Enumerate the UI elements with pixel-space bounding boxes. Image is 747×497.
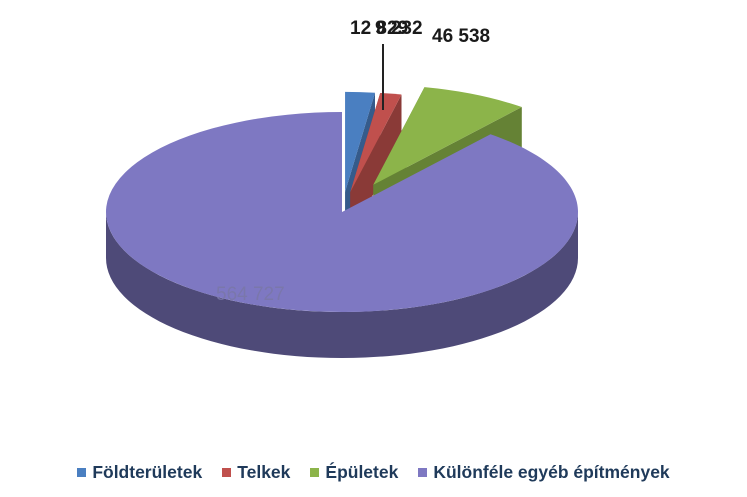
pie-tops <box>106 87 578 312</box>
pie-slice-kulonfele-egyeb-epitmenyek <box>106 111 578 312</box>
legend-item-kulonfele: Különféle egyéb építmények <box>418 461 670 483</box>
legend-swatch-kulonfele <box>418 467 428 477</box>
legend-label-kulonfele: Különféle egyéb építmények <box>433 461 670 482</box>
data-label-kulonfele: 564 727 <box>216 284 285 305</box>
legend-label-foldteruletek: Földterületek <box>92 461 203 482</box>
data-label-telkek: 9 232 <box>375 18 423 39</box>
legend-item-epuletek: Épületek <box>310 462 398 483</box>
pie-slice-foldteruletek <box>345 91 376 192</box>
pie-side-kulonfele-egyeb-epitmenyek <box>106 212 578 358</box>
pie-slice-epuletek <box>373 87 522 185</box>
legend-swatch-foldteruletek <box>77 467 87 477</box>
legend-item-telkek: Telkek <box>222 462 290 483</box>
legend-item-foldteruletek: Földterületek <box>77 462 202 483</box>
legend-label-epuletek: Épületek <box>325 461 399 482</box>
data-label-epuletek: 46 538 <box>432 26 490 47</box>
pie-slice-telkek <box>350 92 402 193</box>
data-label-foldteruletek: 12 829 <box>350 18 408 39</box>
legend-swatch-telkek <box>222 467 232 477</box>
legend-swatch-epuletek <box>310 467 320 477</box>
legend-label-telkek: Telkek <box>237 461 291 482</box>
legend: Földterületek Telkek Épületek Különféle … <box>0 452 747 492</box>
